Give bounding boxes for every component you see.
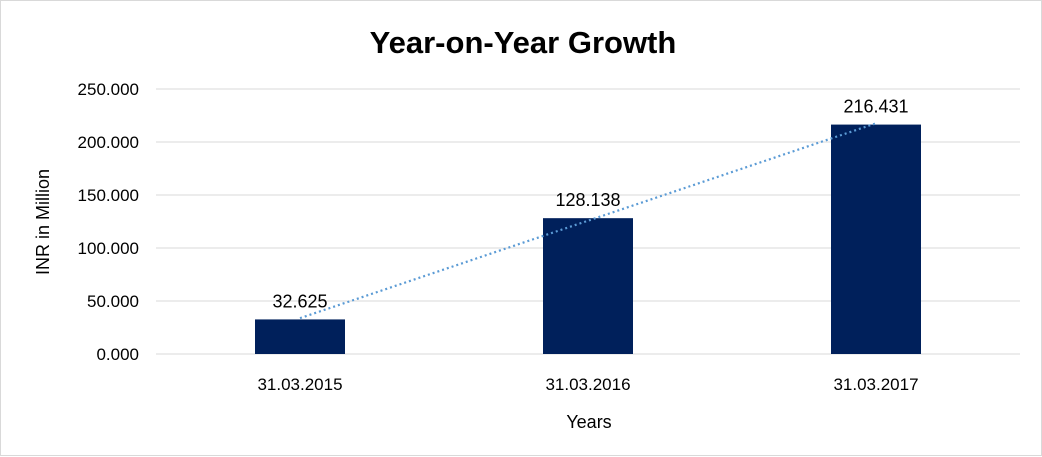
data-label: 32.625	[272, 291, 327, 311]
trendline	[299, 122, 877, 320]
x-tick-label: 31.03.2017	[833, 375, 918, 394]
y-tick-label: 150.000	[78, 186, 139, 205]
x-axis-label: Years	[566, 412, 611, 432]
y-tick-label: 200.000	[78, 133, 139, 152]
y-tick-label: 0.000	[96, 345, 139, 364]
y-axis-label: INR in Million	[33, 169, 53, 275]
y-tick-label: 50.000	[87, 292, 139, 311]
bar	[831, 124, 921, 355]
y-tick-label: 250.000	[78, 80, 139, 99]
data-label: 216.431	[843, 97, 908, 117]
x-tick-label: 31.03.2016	[545, 375, 630, 394]
data-label: 128.138	[555, 190, 620, 210]
chart-title: Year-on-Year Growth	[370, 25, 677, 60]
bar	[255, 319, 345, 354]
bar	[543, 218, 633, 354]
x-tick-label: 31.03.2015	[257, 375, 342, 394]
bars	[255, 124, 921, 355]
trendline-group	[299, 122, 877, 320]
x-axis-ticks: 31.03.2015 31.03.2016 31.03.2017	[257, 375, 918, 394]
y-tick-label: 100.000	[78, 239, 139, 258]
y-axis-ticks: 0.000 50.000 100.000 150.000 200.000 250.000	[78, 80, 139, 364]
data-labels: 32.625 128.138 216.431	[272, 97, 908, 312]
